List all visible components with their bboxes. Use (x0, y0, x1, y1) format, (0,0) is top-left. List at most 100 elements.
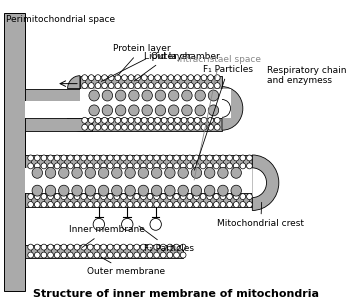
Circle shape (154, 244, 159, 250)
Circle shape (148, 124, 154, 130)
Text: Mitochondrial crest: Mitochondrial crest (217, 202, 304, 228)
Circle shape (82, 75, 87, 81)
Circle shape (227, 155, 232, 161)
Text: Intracristael space: Intracristael space (178, 55, 261, 180)
Circle shape (213, 163, 219, 169)
Circle shape (28, 202, 33, 207)
Circle shape (201, 124, 207, 130)
Circle shape (162, 75, 167, 81)
Circle shape (168, 105, 179, 116)
Circle shape (175, 117, 180, 123)
Circle shape (148, 75, 154, 81)
Circle shape (89, 90, 99, 101)
Circle shape (34, 194, 40, 199)
Bar (80, 76, 222, 88)
Circle shape (54, 244, 60, 250)
Circle shape (87, 202, 93, 207)
Circle shape (195, 90, 205, 101)
Circle shape (240, 194, 246, 199)
Circle shape (174, 252, 179, 258)
Circle shape (48, 155, 53, 161)
Circle shape (102, 90, 113, 101)
Circle shape (154, 163, 159, 169)
Circle shape (115, 75, 121, 81)
Circle shape (207, 155, 212, 161)
Circle shape (155, 90, 166, 101)
Circle shape (68, 194, 73, 199)
Circle shape (28, 194, 33, 199)
Circle shape (122, 117, 127, 123)
Bar (25, 155, 252, 168)
Circle shape (95, 124, 101, 130)
Circle shape (142, 117, 147, 123)
Circle shape (101, 252, 106, 258)
Circle shape (181, 117, 187, 123)
Circle shape (167, 194, 173, 199)
Circle shape (187, 202, 193, 207)
Circle shape (181, 124, 187, 130)
Circle shape (128, 117, 134, 123)
Circle shape (188, 124, 193, 130)
Circle shape (114, 244, 120, 250)
Circle shape (187, 155, 193, 161)
Circle shape (148, 117, 154, 123)
Circle shape (54, 163, 60, 169)
Circle shape (174, 202, 179, 207)
Circle shape (215, 83, 220, 88)
Circle shape (128, 83, 134, 88)
Bar (4, 13, 25, 291)
Circle shape (140, 202, 146, 207)
Circle shape (168, 83, 174, 88)
Circle shape (155, 75, 160, 81)
Circle shape (81, 163, 86, 169)
Circle shape (182, 90, 192, 101)
Circle shape (128, 75, 134, 81)
Text: F₁ Particles: F₁ Particles (139, 226, 194, 253)
Circle shape (160, 244, 166, 250)
Circle shape (140, 155, 146, 161)
Circle shape (122, 83, 127, 88)
Circle shape (193, 163, 199, 169)
Wedge shape (222, 87, 243, 130)
Circle shape (200, 163, 206, 169)
Circle shape (134, 244, 140, 250)
Circle shape (74, 252, 80, 258)
Circle shape (200, 194, 206, 199)
Circle shape (154, 155, 159, 161)
Circle shape (208, 105, 219, 116)
Wedge shape (222, 99, 231, 117)
Circle shape (102, 117, 107, 123)
Circle shape (68, 163, 73, 169)
Circle shape (142, 124, 147, 130)
Text: Structure of inner membrane of mitochondria: Structure of inner membrane of mitochond… (33, 289, 319, 299)
Circle shape (167, 252, 173, 258)
Wedge shape (252, 168, 266, 198)
Circle shape (58, 167, 69, 178)
Circle shape (128, 124, 134, 130)
Circle shape (215, 124, 220, 130)
Circle shape (95, 75, 101, 81)
Circle shape (108, 83, 114, 88)
Circle shape (168, 90, 179, 101)
Circle shape (68, 252, 73, 258)
Circle shape (155, 117, 160, 123)
Circle shape (34, 244, 40, 250)
Circle shape (114, 194, 120, 199)
Circle shape (220, 155, 226, 161)
Circle shape (93, 218, 105, 230)
Circle shape (94, 194, 100, 199)
Circle shape (121, 202, 126, 207)
Circle shape (165, 167, 175, 178)
Circle shape (41, 163, 47, 169)
Circle shape (41, 244, 47, 250)
Circle shape (188, 83, 193, 88)
Circle shape (208, 124, 213, 130)
Circle shape (208, 83, 213, 88)
Circle shape (34, 252, 40, 258)
Circle shape (32, 167, 42, 178)
Circle shape (89, 75, 94, 81)
Circle shape (127, 202, 133, 207)
Circle shape (193, 155, 199, 161)
Circle shape (233, 155, 239, 161)
Circle shape (195, 75, 200, 81)
